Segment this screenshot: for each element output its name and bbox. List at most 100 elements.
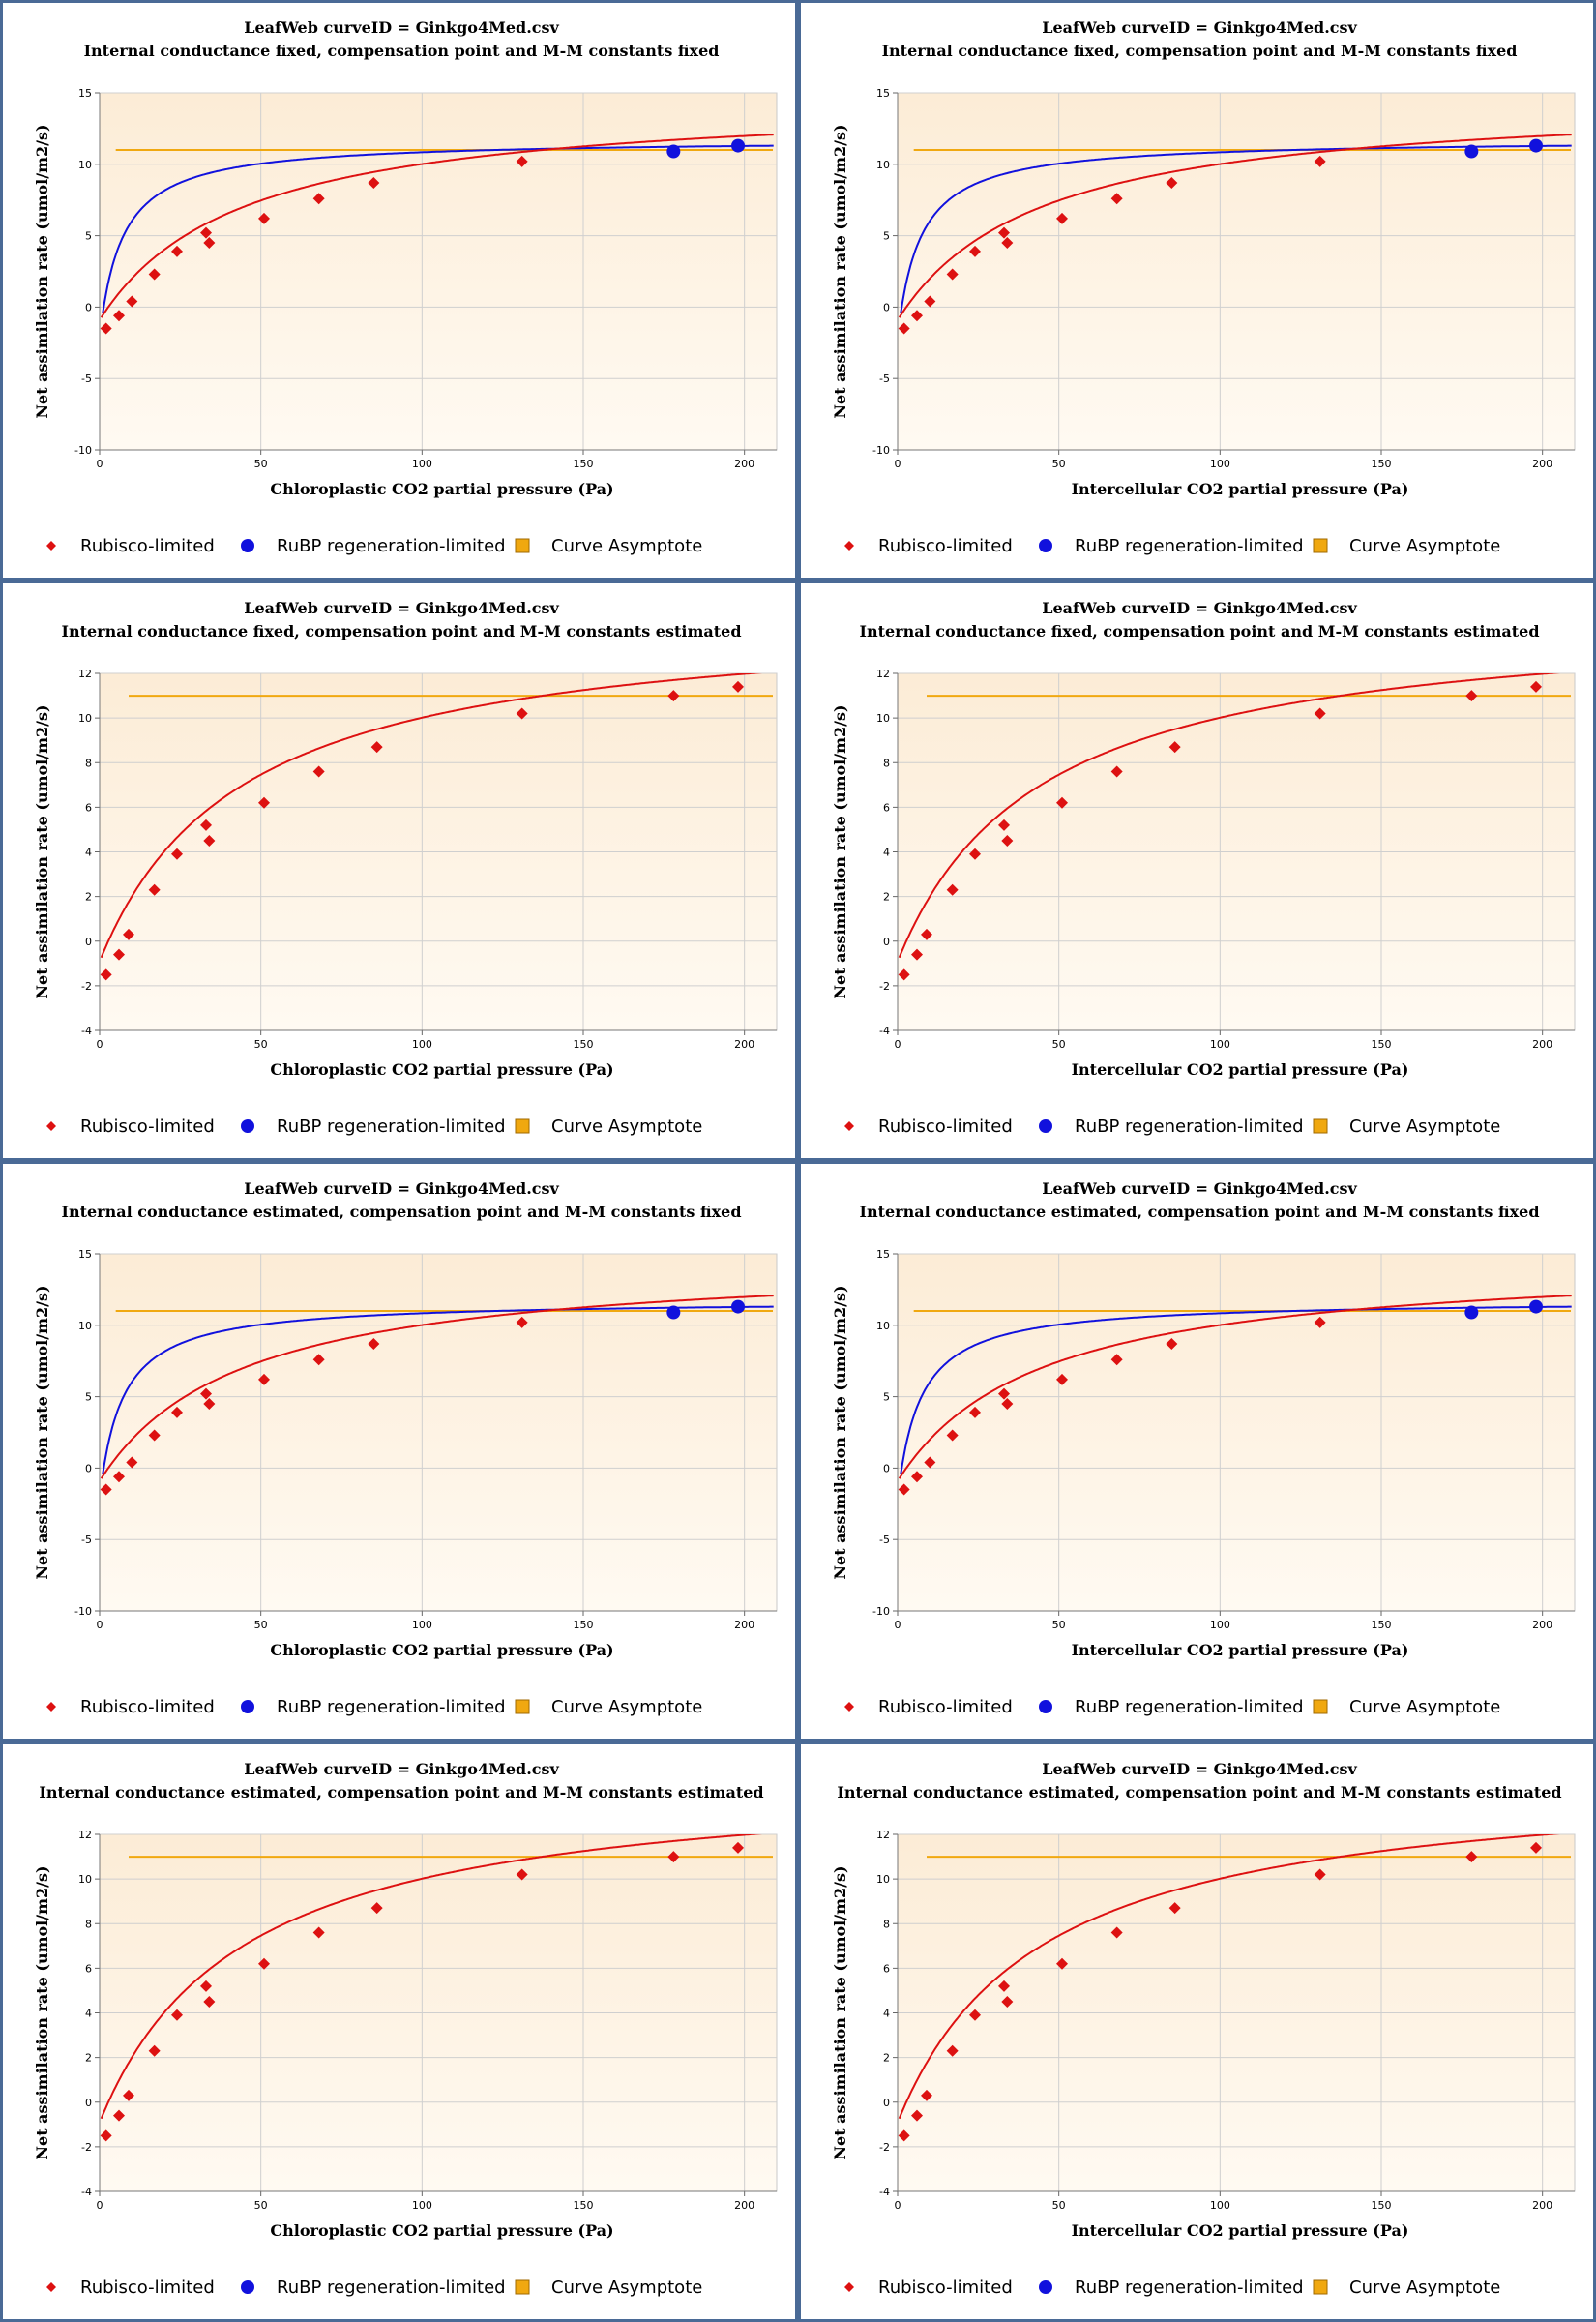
legend-marker	[1313, 2279, 1328, 2295]
y-tick-label: 8	[85, 757, 92, 769]
rubisco-point	[911, 2109, 923, 2122]
rubisco-point	[1465, 690, 1478, 702]
chart-svg: LeafWeb curveID = Ginkgo4Med.csv Internal…	[33, 1760, 778, 2298]
rubisco-point	[100, 2129, 112, 2142]
chart-panel: LeafWeb curveID = Ginkgo4Med.csv Internal…	[0, 1161, 798, 1742]
legend-marker	[241, 539, 254, 552]
x-tick-label: 150	[1372, 458, 1392, 470]
y-tick-label: 8	[883, 757, 890, 769]
chart-svg: LeafWeb curveID = Ginkgo4Med.csv Internal…	[831, 1760, 1576, 2298]
legend-marker	[515, 1699, 530, 1714]
rubisco-point	[911, 310, 923, 322]
y-tick-label: 0	[883, 2097, 890, 2109]
x-tick-label: 50	[1052, 1038, 1066, 1051]
legend-marker	[1039, 2280, 1052, 2294]
chart-panel: LeafWeb curveID = Ginkgo4Med.csv Internal…	[798, 0, 1596, 580]
legend-label: RuBP regeneration-limited	[277, 536, 506, 556]
x-tick-label: 150	[574, 2199, 594, 2212]
rubisco-point	[148, 1429, 161, 1442]
rubisco-point	[123, 2089, 134, 2101]
x-tick-label: 100	[412, 458, 432, 470]
legend-marker	[1039, 539, 1052, 552]
x-axis-label: Chloroplastic CO2 partial pressure (Pa)	[270, 1060, 613, 1079]
x-axis-label: Intercellular CO2 partial pressure (Pa)	[1072, 1060, 1409, 1079]
legend-marker	[1313, 538, 1328, 553]
y-tick-label: -5	[879, 372, 890, 385]
legend-marker	[844, 1121, 854, 1131]
legend-label: RuBP regeneration-limited	[1075, 1116, 1304, 1137]
y-tick-label: 15	[78, 87, 92, 100]
rubisco-point	[123, 928, 134, 940]
rubisco-fit-curve	[898, 1295, 1572, 1479]
chart-svg: LeafWeb curveID = Ginkgo4Med.csv Internal…	[33, 1179, 778, 1717]
rubisco-point	[1001, 1397, 1014, 1410]
rubisco-point	[1465, 1851, 1478, 1863]
rubisco-point	[969, 848, 981, 860]
rubisco-point	[148, 2044, 161, 2057]
rubp-point	[731, 138, 745, 153]
y-tick-label: 4	[85, 847, 92, 859]
chart-file-title: LeafWeb curveID = Ginkgo4Med.csv	[1042, 18, 1357, 37]
legend-label: Rubisco-limited	[80, 536, 215, 556]
rubisco-fit-curve	[898, 673, 1561, 959]
chart-panel: LeafWeb curveID = Ginkgo4Med.csv Internal…	[798, 580, 1596, 1161]
y-axis-label: Net assimilation rate (umol/m2/s)	[33, 1865, 51, 2159]
legend-label: RuBP regeneration-limited	[277, 2277, 506, 2298]
rubisco-point	[1110, 1926, 1123, 1939]
legend-marker	[46, 1121, 56, 1131]
rubisco-point	[516, 1316, 528, 1328]
rubisco-point	[258, 796, 270, 809]
y-tick-label: 15	[78, 1248, 92, 1261]
y-tick-label: 8	[85, 1918, 92, 1930]
chart-svg: LeafWeb curveID = Ginkgo4Med.csv Internal…	[831, 18, 1576, 556]
y-tick-label: 4	[85, 2008, 92, 2020]
y-tick-label: 10	[78, 1873, 92, 1886]
chart-file-title: LeafWeb curveID = Ginkgo4Med.csv	[1042, 1179, 1357, 1198]
y-tick-label: 0	[85, 936, 92, 948]
rubisco-point	[258, 212, 270, 224]
legend-label: Curve Asymptote	[551, 536, 702, 556]
rubisco-point	[258, 1373, 270, 1385]
legend-marker	[515, 1118, 530, 1134]
x-tick-label: 100	[1210, 1619, 1230, 1631]
rubisco-point	[370, 1902, 383, 1915]
rubp-point	[666, 144, 681, 159]
x-tick-label: 100	[412, 1619, 432, 1631]
chart-file-title: LeafWeb curveID = Ginkgo4Med.csv	[1042, 1760, 1357, 1778]
x-tick-label: 150	[1372, 1038, 1392, 1051]
y-tick-label: -2	[81, 980, 92, 993]
rubisco-point	[924, 295, 936, 308]
rubisco-fit-curve	[100, 673, 763, 959]
y-tick-label: 12	[78, 1829, 92, 1841]
rubisco-point	[911, 1471, 923, 1483]
y-tick-label: -10	[872, 1605, 890, 1618]
rubisco-point	[1110, 193, 1123, 205]
rubisco-point	[258, 1957, 270, 1970]
rubisco-point	[998, 226, 1010, 239]
chart-title: Internal conductance fixed, compensation…	[882, 42, 1518, 60]
rubisco-point	[203, 1397, 216, 1410]
legend-marker	[241, 2280, 254, 2294]
y-axis-label: Net assimilation rate (umol/m2/s)	[831, 124, 849, 418]
x-tick-label: 200	[734, 2199, 754, 2212]
rubisco-point	[898, 1483, 910, 1496]
y-tick-label: 8	[883, 1918, 890, 1930]
rubisco-point	[200, 226, 212, 239]
rubisco-point	[113, 948, 125, 961]
legend-marker	[515, 538, 530, 553]
rubisco-point	[200, 819, 212, 831]
chart-panel: LeafWeb curveID = Ginkgo4Med.csv Internal…	[798, 1161, 1596, 1742]
rubp-point	[1464, 1305, 1479, 1320]
chart-panel: LeafWeb curveID = Ginkgo4Med.csv Internal…	[798, 1742, 1596, 2322]
rubisco-point	[516, 707, 528, 720]
rubisco-point	[171, 848, 183, 860]
rubisco-point	[998, 1980, 1010, 1992]
rubisco-point	[1168, 1902, 1181, 1915]
y-tick-label: 0	[85, 301, 92, 313]
legend-marker	[515, 2279, 530, 2295]
x-tick-label: 50	[1052, 2199, 1066, 2212]
x-tick-label: 200	[1532, 1038, 1552, 1051]
rubisco-fit-curve	[100, 134, 774, 318]
chart-svg: LeafWeb curveID = Ginkgo4Med.csv Internal…	[831, 1179, 1576, 1717]
